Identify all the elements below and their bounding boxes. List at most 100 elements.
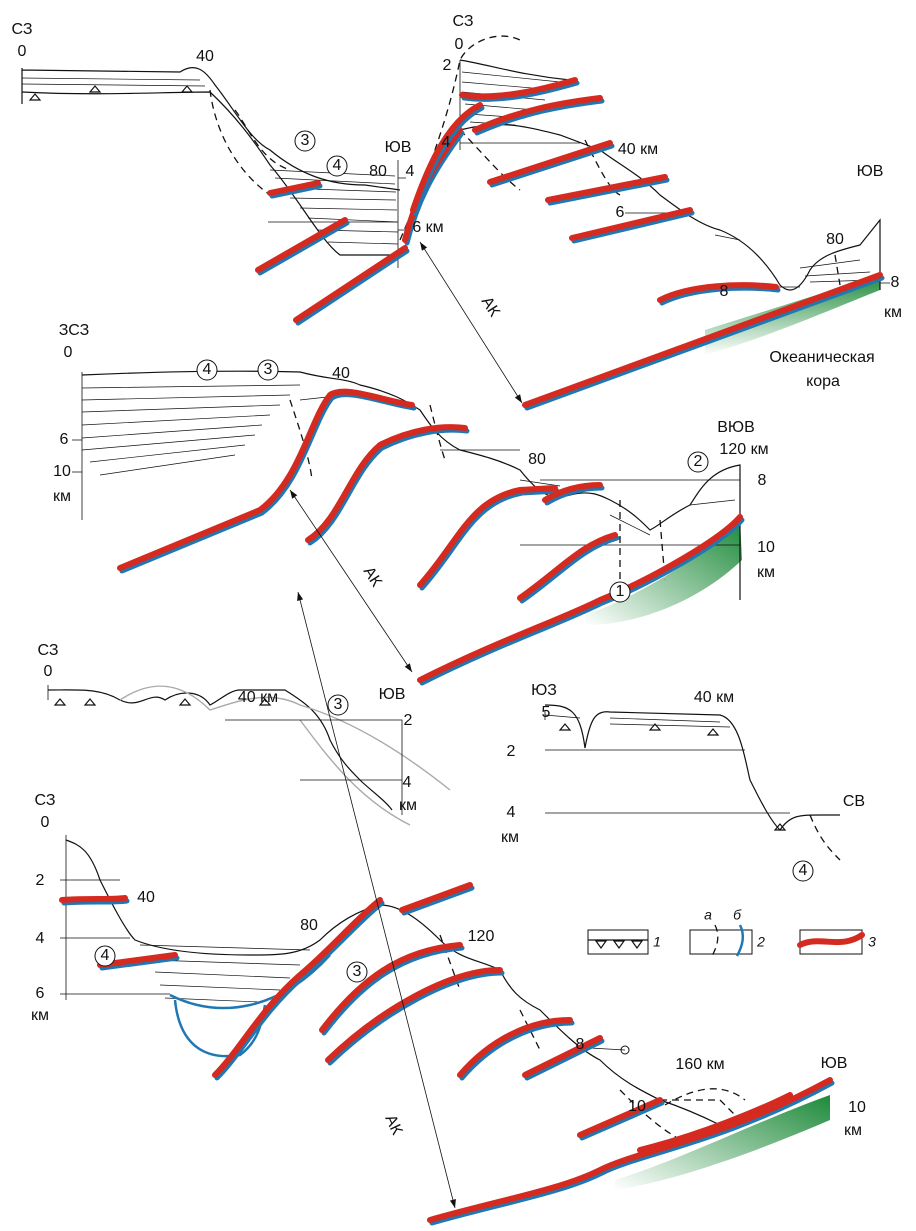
direction: ЮВ — [379, 686, 406, 703]
legend — [588, 925, 862, 956]
tick-label: 6 — [616, 204, 625, 221]
slab — [258, 220, 345, 270]
tick-label: 8 — [720, 283, 729, 300]
tick-label: км — [399, 797, 417, 814]
direction: СЗ — [34, 792, 55, 809]
tick-label: 8 — [576, 1036, 585, 1053]
tick-label: 8 — [891, 274, 900, 291]
tick-label: 4 — [36, 930, 45, 947]
tick-label: 40 — [332, 365, 350, 382]
slab-base — [324, 948, 462, 1033]
ak-label: АК — [360, 564, 385, 591]
slab-base — [574, 213, 692, 241]
tick-label: 40 км — [618, 141, 658, 158]
direction: СЗ — [37, 642, 58, 659]
slab — [420, 517, 740, 680]
legend-label: 3 — [868, 934, 876, 950]
arrowhead — [297, 592, 303, 601]
slab-base — [330, 973, 502, 1063]
direction: ЮВ — [821, 1055, 848, 1072]
tick-label: 6 — [36, 985, 45, 1002]
unit-number: 4 — [799, 862, 808, 879]
legend-label: 1 — [653, 934, 661, 950]
tick-label: 2 — [507, 743, 516, 760]
unit-number: 3 — [334, 696, 343, 713]
tick-label: 5 — [542, 704, 551, 721]
direction: ЮЗ — [531, 682, 557, 699]
drawing — [22, 36, 890, 1223]
unit-number: 3 — [301, 132, 310, 149]
annotation: Океаническая — [769, 349, 874, 366]
tick-label: 40 — [137, 889, 155, 906]
arrowhead — [450, 1199, 456, 1208]
unit-number: 2 — [694, 453, 703, 470]
slab — [580, 1100, 660, 1135]
arrowhead — [405, 663, 412, 672]
tick-label: км — [53, 488, 71, 505]
tick-label: 8 — [758, 472, 767, 489]
tick-label: 10 — [53, 463, 71, 480]
direction: ВЮВ — [717, 419, 755, 436]
direction: СЗ — [11, 21, 32, 38]
arrowhead — [515, 394, 522, 403]
tick-label: 2 — [404, 712, 413, 729]
tick-label: 2 — [443, 57, 452, 74]
unit-number: 3 — [264, 361, 273, 378]
tick-label: 10 — [757, 539, 775, 556]
slab — [548, 177, 665, 200]
tick-label: 4 — [442, 134, 451, 151]
slab-base — [492, 146, 612, 185]
legend-label: а — [704, 907, 712, 923]
tick-label: 10 — [848, 1099, 866, 1116]
direction: СЗ — [452, 13, 473, 30]
slab — [120, 392, 412, 568]
slab-base — [404, 888, 472, 913]
tick-label: 80 — [826, 231, 844, 248]
ak-label: АК — [381, 1112, 405, 1138]
tick-label: 0 — [41, 814, 50, 831]
arrowhead — [420, 242, 427, 251]
arrowhead — [290, 490, 297, 499]
slabs — [62, 80, 882, 1223]
slab — [572, 210, 690, 238]
tick-label: 2 — [36, 872, 45, 889]
tick-label: 120 — [468, 928, 495, 945]
tick-label: км — [31, 1007, 49, 1024]
slab-base — [522, 538, 617, 601]
slab-base — [582, 1103, 662, 1138]
slab — [296, 248, 405, 320]
legend-label: б — [733, 907, 742, 923]
tick-label: км — [844, 1122, 862, 1139]
labels: СЗ 0 40 3 4 ЮВ 80 4 6 км СЗ 0 2 4 40 км … — [11, 13, 902, 1139]
tick-label: 40 км — [238, 689, 278, 706]
unit-number: 4 — [203, 361, 212, 378]
unit-number: 3 — [353, 963, 362, 980]
slab — [490, 143, 610, 182]
section-5 — [545, 705, 840, 860]
tick-label: км — [884, 304, 902, 321]
tick-label: 160 км — [675, 1056, 724, 1073]
slab-base — [298, 251, 407, 323]
tick-label: 0 — [18, 43, 27, 60]
direction: ЗСЗ — [59, 322, 90, 339]
slab-base — [260, 223, 347, 273]
tick-label: 80 — [528, 451, 546, 468]
slab — [215, 900, 380, 1075]
tick-label: 4 — [406, 163, 415, 180]
slab — [402, 885, 470, 910]
tick-label: 6 — [60, 431, 69, 448]
tick-label: 0 — [44, 663, 53, 680]
legend-label: 2 — [756, 934, 765, 950]
tick-label: 40 — [196, 48, 214, 65]
tick-label: 4 — [507, 804, 516, 821]
tick-label: км — [757, 564, 775, 581]
tick-label: км — [501, 829, 519, 846]
tick-label: 120 км — [719, 441, 768, 458]
tick-label: 4 — [403, 774, 412, 791]
direction: ЮВ — [385, 139, 412, 156]
unit-number: 4 — [101, 947, 110, 964]
section-6 — [60, 835, 830, 1145]
slab-base — [122, 395, 414, 571]
tick-label: 80 — [300, 917, 318, 934]
slab — [62, 898, 125, 900]
